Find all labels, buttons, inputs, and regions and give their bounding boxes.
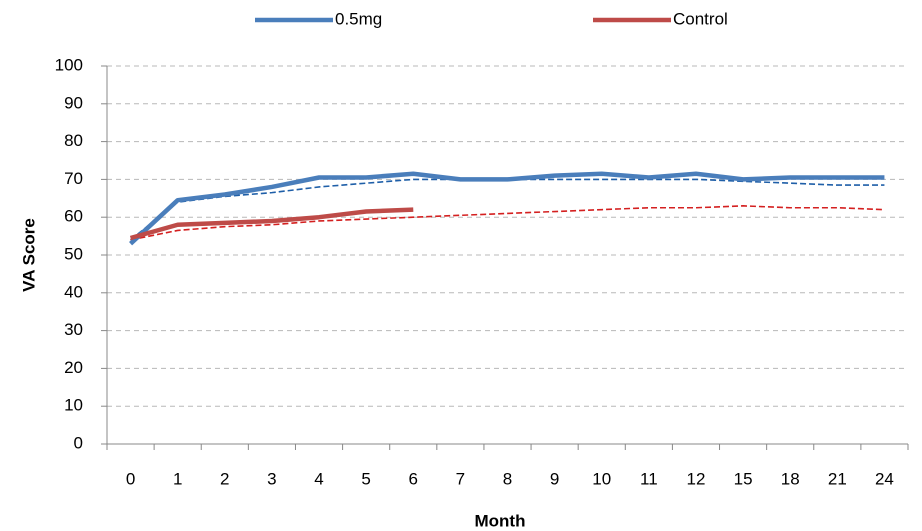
x-tick-label: 18 [781, 469, 800, 488]
x-tick-label: 8 [503, 469, 512, 488]
x-tick-label: 24 [875, 469, 894, 488]
x-tick-label: 10 [592, 469, 611, 488]
y-tick-label: 20 [64, 358, 83, 377]
series-line [129, 171, 885, 246]
legend-label: 0.5mg [335, 9, 382, 28]
y-tick-label: 70 [64, 169, 83, 188]
x-axis-title: Month [475, 511, 526, 530]
y-tick-label: 60 [64, 207, 83, 226]
x-tick-label: 4 [314, 469, 323, 488]
y-tick-label: 30 [64, 320, 83, 339]
x-tick-label: 6 [409, 469, 418, 488]
series-line [129, 207, 414, 241]
x-tick-label: 9 [550, 469, 559, 488]
y-axis-title: VA Score [19, 218, 38, 292]
x-tick-label: 21 [828, 469, 847, 488]
y-tick-label: 80 [64, 131, 83, 150]
x-tick-label: 5 [361, 469, 370, 488]
x-tick-label: 2 [220, 469, 229, 488]
legend-label: Control [673, 9, 728, 28]
y-tick-label: 50 [64, 244, 83, 263]
x-tick-label: 0 [126, 469, 135, 488]
y-tick-label: 90 [64, 93, 83, 112]
x-tick-label: 7 [456, 469, 465, 488]
x-tick-label: 1 [173, 469, 182, 488]
y-tick-label: 100 [55, 55, 83, 74]
y-tick-label: 40 [64, 282, 83, 301]
x-tick-label: 15 [734, 469, 753, 488]
y-tick-label: 0 [74, 433, 83, 452]
x-tick-label: 11 [640, 469, 658, 488]
x-tick-label: 12 [687, 469, 706, 488]
x-tick-label: 3 [267, 469, 276, 488]
series-line [130, 178, 885, 241]
y-tick-label: 10 [64, 396, 83, 415]
series-line [130, 205, 885, 241]
